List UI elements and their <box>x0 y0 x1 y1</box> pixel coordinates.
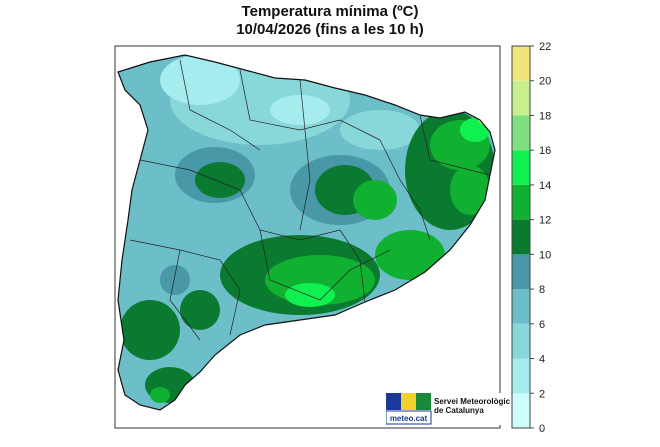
legend-tick-label: 2 <box>539 388 545 400</box>
meteocat-logo: meteo.cat Servei Meteorològic de Cataluny… <box>385 393 510 425</box>
legend-tick-label: 6 <box>539 319 545 331</box>
legend-bin <box>512 358 530 394</box>
logo-name: meteo.cat <box>390 414 428 423</box>
legend-bin <box>512 254 530 290</box>
legend-bin <box>512 393 530 428</box>
legend-bin <box>512 219 530 255</box>
color-legend: 0 2 4 6 8 10 12 14 16 18 20 22 <box>511 41 551 435</box>
logo-line1: Servei Meteorològic <box>434 397 511 406</box>
legend-bin <box>512 80 530 116</box>
legend-tick-label: 4 <box>539 354 545 366</box>
legend-frame <box>511 45 531 429</box>
map-title: Temperatura mínima (ºC) <box>241 3 419 20</box>
meteocat-logo-icon: meteo.cat <box>385 393 432 425</box>
legend-tick-label: 20 <box>539 76 551 88</box>
legend-tick-label: 10 <box>539 249 551 261</box>
legend-bin <box>512 323 530 359</box>
logo-line2: de Catalunya <box>434 406 484 415</box>
legend-bin <box>512 46 530 81</box>
legend-tick-label: 18 <box>539 110 551 122</box>
legend-bin <box>512 289 530 324</box>
legend-tick-label: 14 <box>539 180 551 192</box>
legend-bin <box>512 115 530 151</box>
legend-tick-label: 8 <box>539 284 545 296</box>
county-borders <box>129 59 491 341</box>
legend-tick-label: 22 <box>539 41 551 53</box>
legend-tick-label: 0 <box>539 423 545 435</box>
map-subtitle: 10/04/2026 (fins a les 10 h) <box>236 21 424 38</box>
legend-bin <box>512 150 530 185</box>
legend-bin <box>512 184 530 220</box>
legend-tick-label: 16 <box>539 145 551 157</box>
legend-tick-label: 12 <box>539 215 551 227</box>
